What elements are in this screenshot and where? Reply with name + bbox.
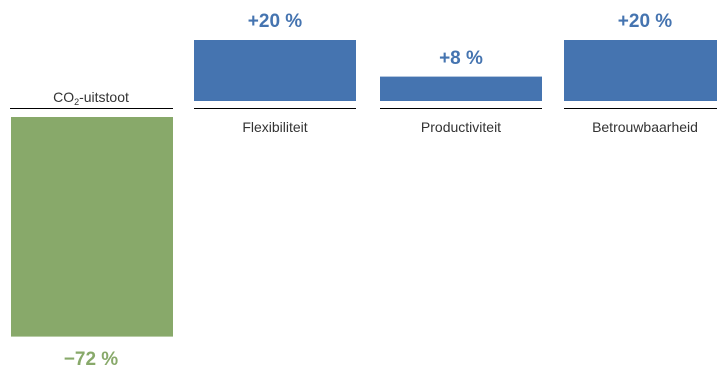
category-label-productiviteit: Productiviteit — [421, 119, 501, 135]
value-label-betrouwbaarheid: +20 % — [618, 11, 673, 32]
value-label-flexibiliteit: +20 % — [248, 11, 303, 32]
value-label-co2: −72 % — [64, 349, 119, 370]
bar-productiviteit — [380, 76, 542, 101]
category-label-betrouwbaarheid: Betrouwbaarheid — [592, 119, 698, 135]
category-label-co2: CO2-uitstoot — [53, 89, 129, 107]
bar-betrouwbaarheid — [564, 40, 717, 101]
category-label-flexibiliteit: Flexibiliteit — [242, 119, 307, 135]
bar-co2 — [11, 117, 173, 337]
value-label-productiviteit: +8 % — [439, 48, 483, 69]
bar-flexibiliteit — [194, 40, 356, 101]
